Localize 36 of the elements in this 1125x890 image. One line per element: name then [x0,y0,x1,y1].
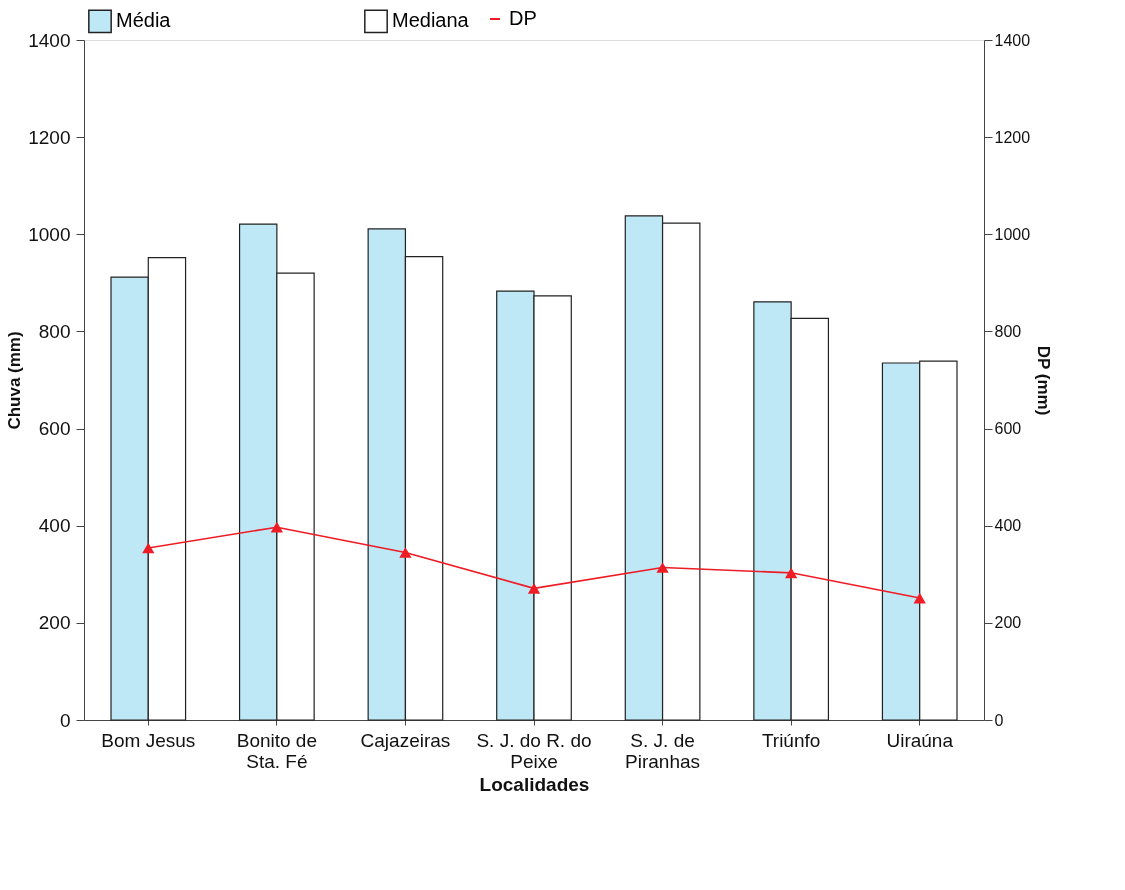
y2-tick-label: 600 [994,420,1022,438]
y-tick-label: 1000 [28,223,71,245]
point [656,562,669,573]
x-tick-label: Bom Jesus [101,729,196,751]
y2-tick-label: 200 [994,614,1022,632]
y-tick-label: 400 [38,515,71,537]
y-tick-label: 800 [38,320,71,342]
y-tick-label: 1200 [28,126,71,148]
x-tick-label: Cajazeiras [360,729,451,751]
point [913,592,926,604]
x-tick-label: Triúnfo [761,729,821,751]
y2-axis-title: DP (mm) [1034,345,1054,416]
y2-tick-label: 800 [994,322,1022,340]
point [527,583,541,594]
y-axis-title: Chuva (mm) [5,331,25,430]
y-tick-label: 600 [38,418,71,440]
x-tick-label: Uiraúna [886,729,954,751]
legend-label: Mediana [392,9,470,32]
y-tick-label: 200 [38,612,71,634]
y2-tick-label: 400 [994,517,1022,535]
x-tick-label: S. J. de Piranhas [625,729,701,772]
legend-label: DP [509,7,537,29]
y2-tick-label: 1400 [994,31,1031,49]
y-tick-label: 0 [59,709,71,731]
y2-tick-label: 0 [994,711,1004,729]
legend-label: Média [116,9,172,32]
x-axis-title: Localidades [479,773,590,795]
point [270,521,283,533]
point [399,547,412,558]
y2-tick-label: 1200 [994,128,1031,146]
point [142,542,155,554]
y-tick-label: 1400 [28,29,71,51]
point [785,567,798,579]
y2-tick-label: 1000 [994,225,1031,243]
x-tick-label: Bonito de Sta. Fé [236,729,318,772]
x-tick-label: S. J. do R. do Peixe [476,729,592,772]
